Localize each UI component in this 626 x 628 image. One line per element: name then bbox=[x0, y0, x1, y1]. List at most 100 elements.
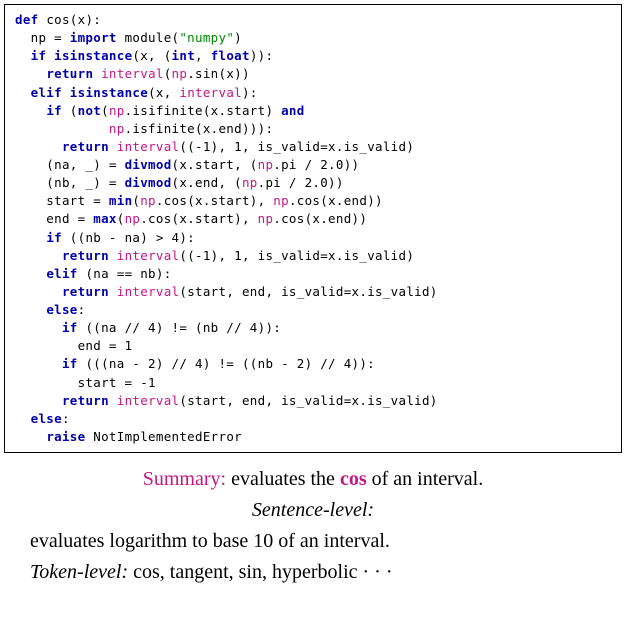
caption-area: Summary: evaluates the cos of an interva… bbox=[0, 457, 626, 599]
code-text bbox=[15, 103, 46, 118]
builtin-min: min bbox=[109, 193, 132, 208]
code-text: start = -1 bbox=[15, 375, 156, 390]
summary-cos: cos bbox=[340, 468, 367, 490]
code-text: ( bbox=[101, 103, 109, 118]
keyword-if: if bbox=[46, 230, 62, 245]
code-text: (((na - 2) // 4) != ((nb - 2) // 4)): bbox=[78, 356, 375, 371]
string-literal: "numpy" bbox=[179, 30, 234, 45]
code-text bbox=[15, 393, 62, 408]
keyword-return: return bbox=[62, 139, 109, 154]
code-text: (na == nb): bbox=[78, 266, 172, 281]
call-np: np bbox=[258, 211, 274, 226]
call-np: np bbox=[242, 175, 258, 190]
code-text: np = bbox=[15, 30, 70, 45]
call-np: np bbox=[273, 193, 289, 208]
builtin-divmod: divmod bbox=[125, 157, 172, 172]
keyword-elif: elif bbox=[46, 266, 77, 281]
code-text: )): bbox=[250, 48, 273, 63]
code-text bbox=[62, 85, 70, 100]
code-text: .isifinite(x.start) bbox=[125, 103, 282, 118]
keyword-return: return bbox=[62, 248, 109, 263]
code-text bbox=[15, 66, 46, 81]
code-text: start = bbox=[15, 193, 109, 208]
call-interval: interval bbox=[117, 139, 180, 154]
call-interval: interval bbox=[101, 66, 164, 81]
code-text: .cos(x.end)) bbox=[273, 211, 367, 226]
call-np: np bbox=[109, 121, 125, 136]
code-text bbox=[15, 411, 31, 426]
code-text: module( bbox=[117, 30, 180, 45]
code-text bbox=[15, 284, 62, 299]
code-text: (na, _) = bbox=[15, 157, 125, 172]
call-np: np bbox=[125, 211, 141, 226]
keyword-if: if bbox=[46, 103, 62, 118]
code-text bbox=[15, 429, 46, 444]
code-text: ((-1), 1, is_valid=x.is_valid) bbox=[179, 248, 414, 263]
code-text bbox=[93, 66, 101, 81]
keyword-return: return bbox=[46, 66, 93, 81]
code-text: .cos(x.start), bbox=[156, 193, 273, 208]
code-block: def cos(x): np = import module("numpy") … bbox=[4, 4, 622, 453]
call-np: np bbox=[258, 157, 274, 172]
code-text: (x.end, ( bbox=[172, 175, 242, 190]
token-level-label: Token-level: bbox=[30, 561, 128, 583]
code-text: .isfinite(x.end))): bbox=[125, 121, 274, 136]
call-np: np bbox=[109, 103, 125, 118]
keyword-elif: elif bbox=[31, 85, 62, 100]
summary-label: Summary: bbox=[143, 468, 226, 490]
code-text bbox=[15, 320, 62, 335]
code-text bbox=[109, 139, 117, 154]
code-text: ((-1), 1, is_valid=x.is_valid) bbox=[179, 139, 414, 154]
code-text: ): bbox=[242, 85, 258, 100]
code-text: ( bbox=[62, 103, 78, 118]
keyword-def: def bbox=[15, 12, 38, 27]
code-text bbox=[15, 356, 62, 371]
summary-text-before: evaluates the bbox=[226, 468, 340, 490]
code-text: cos(x): bbox=[46, 12, 101, 27]
token-level-text: cos, tangent, sin, hyperbolic · · · bbox=[128, 561, 392, 583]
keyword-if: if bbox=[62, 320, 78, 335]
keyword-and: and bbox=[281, 103, 304, 118]
code-text: .pi / 2.0)) bbox=[273, 157, 359, 172]
code-text bbox=[109, 393, 117, 408]
code-text: end = bbox=[15, 211, 93, 226]
keyword-not: not bbox=[78, 103, 101, 118]
summary-line: Summary: evaluates the cos of an interva… bbox=[16, 465, 610, 494]
code-text: .cos(x.start), bbox=[140, 211, 257, 226]
code-text: , bbox=[195, 48, 211, 63]
call-interval: interval bbox=[117, 284, 180, 299]
code-text: (x, ( bbox=[132, 48, 171, 63]
code-text: : bbox=[62, 411, 70, 426]
code-text: (start, end, is_valid=x.is_valid) bbox=[179, 393, 437, 408]
keyword-return: return bbox=[62, 284, 109, 299]
code-text bbox=[15, 302, 46, 317]
code-text bbox=[15, 266, 46, 281]
call-interval: interval bbox=[117, 248, 180, 263]
code-text: ( bbox=[117, 211, 125, 226]
code-text bbox=[15, 248, 62, 263]
code-text: .pi / 2.0)) bbox=[258, 175, 344, 190]
keyword-else: else bbox=[31, 411, 62, 426]
keyword-else: else bbox=[46, 302, 77, 317]
summary-text-after: of an interval. bbox=[367, 468, 484, 490]
code-text: : bbox=[78, 302, 86, 317]
code-text bbox=[109, 284, 117, 299]
code-text: (nb, _) = bbox=[15, 175, 125, 190]
code-text: (x, bbox=[148, 85, 179, 100]
builtin-isinstance: isinstance bbox=[46, 48, 132, 63]
code-text bbox=[15, 139, 62, 154]
builtin-isinstance: isinstance bbox=[70, 85, 148, 100]
builtin-divmod: divmod bbox=[125, 175, 172, 190]
code-text bbox=[109, 248, 117, 263]
code-text: (start, end, is_valid=x.is_valid) bbox=[179, 284, 437, 299]
keyword-import: import bbox=[70, 30, 117, 45]
code-text bbox=[15, 121, 109, 136]
code-text: ( bbox=[164, 66, 172, 81]
builtin-int: int bbox=[172, 48, 195, 63]
code-text bbox=[15, 230, 46, 245]
call-interval: interval bbox=[117, 393, 180, 408]
keyword-if: if bbox=[62, 356, 78, 371]
keyword-if: if bbox=[15, 48, 46, 63]
code-text bbox=[15, 85, 31, 100]
code-text: NotImplementedError bbox=[85, 429, 242, 444]
